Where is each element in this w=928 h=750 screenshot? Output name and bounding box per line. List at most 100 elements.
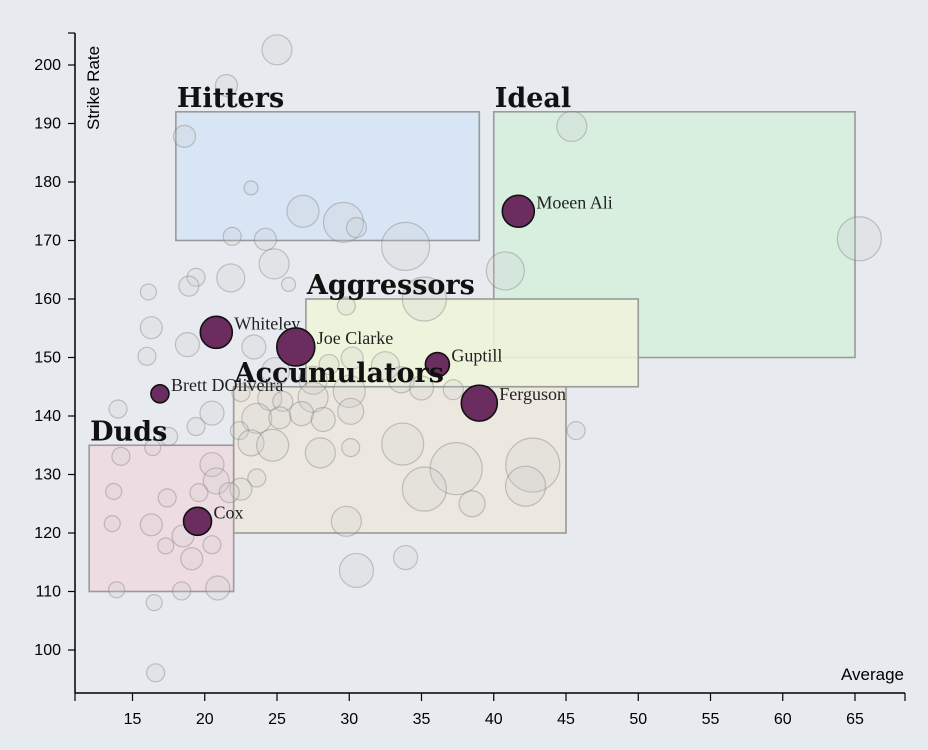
highlighted-player-bubble[interactable] (150, 383, 170, 404)
player-label: Guptill (451, 346, 502, 366)
zone-accumulators (232, 385, 567, 534)
highlighted-player-bubble[interactable] (424, 351, 451, 378)
player-bubble (237, 429, 265, 457)
player-bubble (304, 437, 336, 469)
x-tick-label: 40 (485, 711, 503, 728)
player-bubble (298, 365, 328, 395)
player-bubble (268, 406, 292, 430)
y-tick-label: 140 (34, 408, 61, 425)
highlighted-player-bubble[interactable] (501, 194, 536, 229)
player-bubble (144, 438, 162, 457)
player-bubble (340, 346, 364, 370)
highlighted-players: Moeen Ali Whiteley Joe Clarke Guptill Brett … (150, 192, 613, 537)
player-bubble (139, 316, 163, 340)
player-bubble (505, 437, 561, 493)
player-bubble (108, 581, 126, 599)
player-bubble (186, 267, 206, 287)
x-tick-label: 30 (340, 711, 358, 728)
player-bubble (214, 73, 239, 98)
player-label: Moeen Ali (536, 192, 613, 212)
player-bubble (260, 356, 291, 387)
player-bubble (288, 401, 315, 427)
player-bubble (318, 353, 340, 376)
player-bubble (429, 442, 483, 496)
player-bubble (157, 537, 175, 555)
player-bubble (189, 483, 209, 503)
x-tick-label: 35 (413, 711, 431, 728)
player-bubble (172, 581, 192, 601)
x-tick-label: 60 (774, 711, 792, 728)
player-bubble (157, 488, 177, 508)
player-bubble (261, 34, 293, 66)
zone-hitters (175, 111, 481, 242)
highlighted-player-bubble[interactable] (275, 327, 316, 367)
player-bubble (332, 374, 366, 409)
y-tick-label: 200 (34, 57, 61, 74)
player-bubble (222, 226, 242, 247)
zone-aggressors (305, 298, 640, 388)
player-bubble (199, 451, 225, 478)
player-bubble (310, 406, 336, 433)
x-tick-label: 15 (124, 711, 142, 728)
player-bubble (258, 248, 290, 280)
player-bubble (836, 216, 882, 262)
player-bubble (322, 201, 365, 243)
player-bubble (199, 400, 225, 426)
highlighted-player-bubble[interactable] (199, 315, 234, 350)
player-bubble (370, 351, 400, 381)
x-tick-label: 25 (268, 711, 286, 728)
y-tick-label: 110 (35, 584, 61, 601)
player-bubble (229, 477, 253, 501)
highlighted-player-bubble[interactable] (182, 506, 213, 537)
axes: 100 110 120 130 140 150 160 170 180 190 200 15 20 25… (34, 32, 906, 728)
y-axis-title: Strike Rate (84, 46, 103, 130)
zone-label-aggressors: Aggressors (306, 270, 475, 301)
player-bubble (178, 275, 200, 297)
y-axis-ticks: 100 110 120 130 140 150 160 170 180 190 200 (34, 32, 75, 659)
y-tick-label: 150 (34, 350, 61, 367)
player-bubble (345, 217, 368, 239)
player-bubble (401, 466, 447, 512)
player-bubble (442, 379, 464, 401)
player-bubble (139, 513, 163, 537)
player-label: Brett DOliveira (171, 375, 283, 395)
player-bubble (231, 383, 251, 403)
y-tick-label: 100 (34, 642, 61, 659)
player-label: Ferguson (499, 384, 566, 404)
player-bubble (256, 428, 290, 462)
x-tick-label: 65 (846, 711, 864, 728)
player-label: Cox (214, 502, 244, 522)
player-bubble (108, 399, 128, 419)
player-bubble (105, 482, 123, 501)
player-bubble (202, 467, 230, 495)
x-axis-ticks: 15 20 25 30 35 40 45 50 55 60 65 (74, 693, 906, 728)
player-bubble (205, 575, 231, 601)
player-bubble (458, 490, 486, 518)
x-tick-label: 50 (629, 711, 647, 728)
player-bubble (401, 276, 447, 322)
player-bubble (253, 227, 278, 251)
y-tick-label: 130 (34, 467, 61, 484)
player-bubble (241, 402, 273, 434)
zone-label-ideal: Ideal (495, 83, 571, 114)
player-bubble (145, 594, 163, 612)
player-bubble (186, 416, 206, 437)
player-bubble (381, 221, 431, 271)
player-label: Joe Clarke (317, 328, 393, 348)
y-tick-label: 120 (34, 525, 61, 542)
player-bubble (216, 263, 246, 293)
x-axis-title: Average (841, 665, 904, 684)
player-bubble (174, 332, 201, 358)
highlighted-player-bubble[interactable] (460, 384, 499, 422)
background-bubbles (103, 34, 882, 683)
player-bubble (241, 334, 267, 360)
player-bubble (257, 385, 283, 412)
player-bubble (202, 535, 222, 555)
player-bubble (381, 422, 425, 466)
y-tick-label: 170 (34, 233, 61, 250)
zones-layer (88, 111, 856, 593)
player-bubble (336, 296, 356, 316)
zone-labels: Hitters Ideal Aggressors Accumulators Duds (90, 83, 571, 447)
player-bubble (338, 552, 375, 589)
